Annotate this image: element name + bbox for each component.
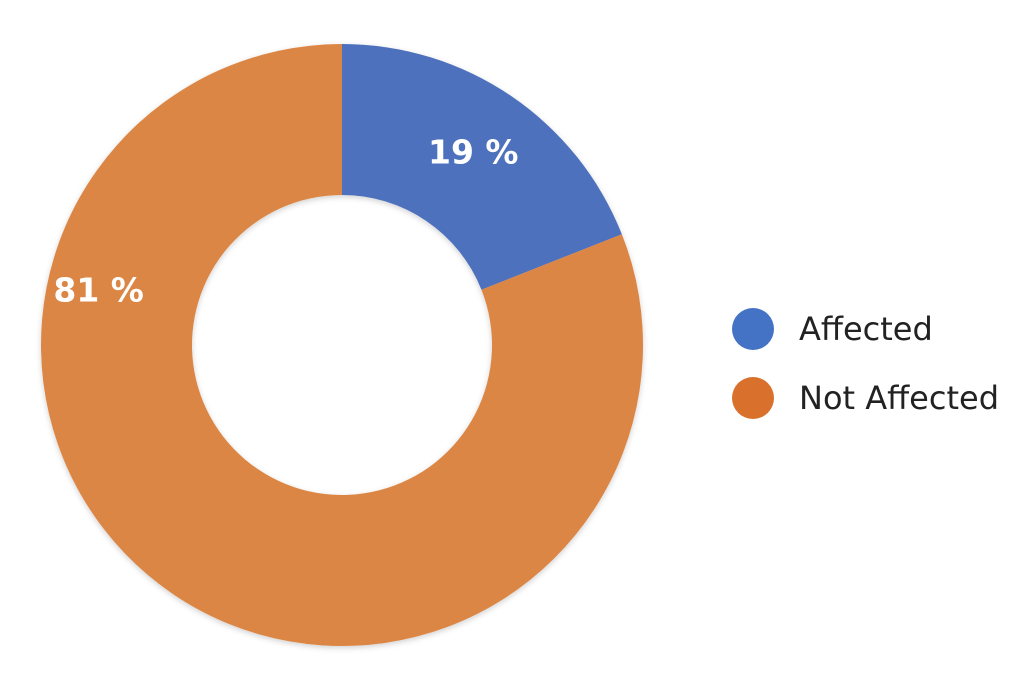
slice-affected [342, 44, 622, 290]
legend-label-affected: Affected [799, 310, 933, 348]
legend-label-not-affected: Not Affected [799, 379, 999, 417]
data-labels: 19 % 81 % [53, 132, 518, 309]
data-label-affected: 19 % [428, 132, 518, 171]
legend-swatch-not-affected [732, 377, 774, 419]
data-label-not-affected: 81 % [53, 271, 143, 310]
legend-item-affected: Affected [732, 306, 999, 352]
slice-not-affected [40, 44, 643, 646]
donut-slices [40, 44, 643, 646]
legend: Affected Not Affected [732, 306, 999, 444]
legend-item-not-affected: Not Affected [732, 375, 999, 421]
legend-swatch-affected [732, 308, 774, 350]
